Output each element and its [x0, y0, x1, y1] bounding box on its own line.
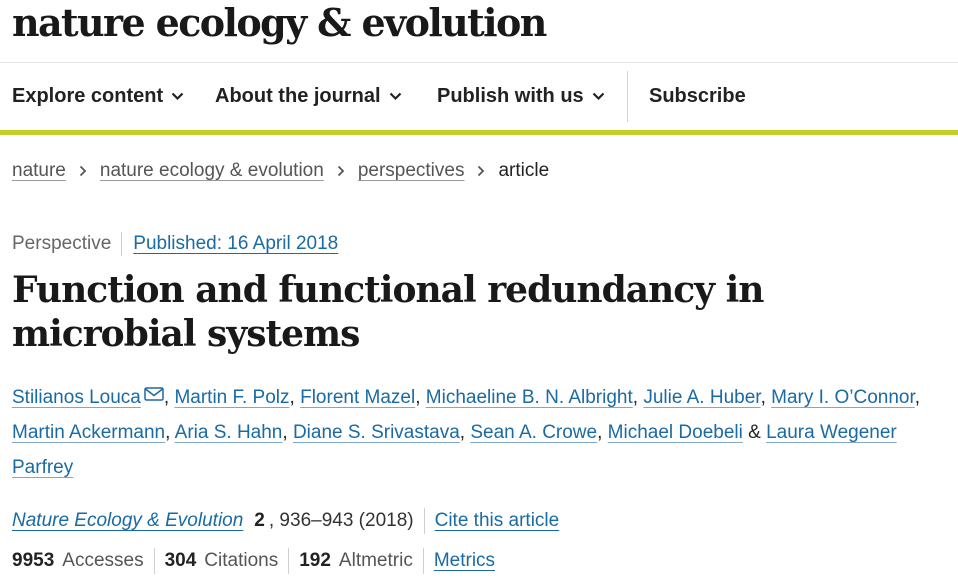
nav-about-journal[interactable]: About the journal: [215, 63, 402, 130]
cite-article-link[interactable]: Cite this article: [434, 510, 560, 531]
author-link[interactable]: Martin Ackermann: [12, 422, 166, 443]
author-link[interactable]: Michaeline B. N. Albright: [425, 387, 633, 408]
accesses-count: 9953: [12, 550, 55, 571]
breadcrumb-perspectives[interactable]: perspectives: [357, 160, 465, 181]
author-list: Stilianos Louca, Martin F. Polz, Florent…: [12, 387, 921, 478]
article-meta: Perspective Published: 16 April 2018: [12, 232, 338, 256]
chevron-right-icon: [337, 165, 345, 177]
chevron-right-icon: [477, 165, 485, 177]
nav-item-label: Publish with us: [437, 85, 584, 107]
pages-year: , 936–943 (2018): [268, 510, 414, 531]
author-conjunction: &: [748, 422, 761, 443]
author-link[interactable]: Martin F. Polz: [174, 387, 290, 408]
nav-explore-content[interactable]: Explore content: [12, 63, 184, 130]
author-link[interactable]: Mary I. O’Connor: [771, 387, 915, 408]
citation-line: Nature Ecology & Evolution 2, 936–943 (2…: [12, 508, 559, 534]
chevron-down-icon: [389, 92, 401, 101]
divider: [153, 548, 155, 574]
published-date-link[interactable]: Published: 16 April 2018: [133, 233, 339, 254]
breadcrumb-nature[interactable]: nature: [12, 160, 66, 181]
altmetric-count: 192: [299, 550, 331, 571]
author-link[interactable]: Julie A. Huber: [643, 387, 761, 408]
author-link[interactable]: Sean A. Crowe: [470, 422, 598, 443]
subscribe-label: Subscribe: [649, 85, 746, 107]
author-link[interactable]: Stilianos Louca: [12, 387, 141, 408]
author-link[interactable]: Florent Mazel: [300, 387, 416, 408]
chevron-down-icon: [171, 92, 184, 101]
article-title: Function and functional redundancy in mi…: [12, 269, 764, 355]
breadcrumb-journal[interactable]: nature ecology & evolution: [99, 160, 324, 181]
divider: [423, 508, 425, 534]
divider: [288, 548, 290, 574]
article-type: Perspective: [12, 232, 123, 256]
altmetric-label: Altmetric: [338, 550, 413, 571]
article-metrics: 9953 Accesses 304 Citations 192 Altmetri…: [12, 548, 495, 574]
citations-label: Citations: [204, 550, 279, 571]
nav-item-label: About the journal: [215, 85, 381, 107]
breadcrumb-current: article: [498, 160, 550, 181]
site-header: nature ecology & evolution: [0, 0, 958, 63]
nav-item-label: Explore content: [12, 85, 164, 107]
author-link[interactable]: Laura Wegener Parfrey: [12, 422, 897, 478]
journal-link[interactable]: Nature Ecology & Evolution: [12, 510, 244, 531]
author-link[interactable]: Aria S. Hahn: [174, 422, 283, 443]
divider: [422, 548, 424, 574]
author-link[interactable]: Michael Doebeli: [607, 422, 743, 443]
nav-subscribe[interactable]: Subscribe: [649, 63, 746, 130]
author-link[interactable]: Diane S. Srivastava: [292, 422, 460, 443]
nav-publish-with-us[interactable]: Publish with us: [437, 63, 605, 130]
breadcrumb: nature nature ecology & evolution perspe…: [12, 160, 549, 182]
chevron-down-icon: [592, 92, 604, 101]
site-logo[interactable]: nature ecology & evolution: [12, 0, 547, 45]
accesses-label: Accesses: [62, 550, 144, 571]
chevron-right-icon: [79, 165, 87, 177]
volume: 2: [254, 510, 265, 531]
main-nav: Explore content About the journal Publis…: [0, 63, 958, 135]
citations-count: 304: [164, 550, 197, 571]
metrics-link[interactable]: Metrics: [433, 550, 496, 571]
envelope-icon[interactable]: [144, 387, 164, 401]
nav-divider: [627, 71, 628, 122]
